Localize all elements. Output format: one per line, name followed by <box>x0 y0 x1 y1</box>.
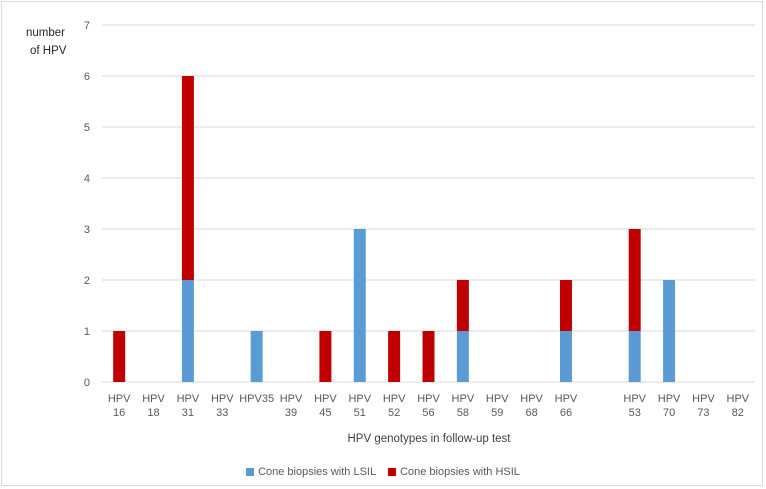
bar-lsil-2 <box>181 280 194 382</box>
bar-hsil-0 <box>113 331 126 382</box>
y-tick-label-5: 5 <box>84 122 90 134</box>
x-tick-label-0-1: 16 <box>113 407 125 419</box>
bar-hsil-8 <box>388 331 401 382</box>
x-tick-label-1-1: 18 <box>147 407 159 419</box>
x-tick-label-16-1: 70 <box>663 407 675 419</box>
x-tick-label-10-0: HPV <box>452 393 475 405</box>
x-tick-label-6-1: 45 <box>319 407 331 419</box>
legend-label-lsil: Cone biopsies with LSIL <box>258 466 377 478</box>
x-tick-label-18-0: HPV <box>727 393 750 405</box>
x-tick-label-11-0: HPV <box>486 393 509 405</box>
x-tick-label-3-1: 33 <box>216 407 228 419</box>
bar-lsil-7 <box>353 229 366 382</box>
bar-hsil-9 <box>422 331 435 382</box>
x-tick-label-9-1: 56 <box>422 407 434 419</box>
x-tick-label-13-1: 66 <box>560 407 572 419</box>
bar-hsil-6 <box>319 331 332 382</box>
bar-lsil-10 <box>456 331 469 382</box>
x-tick-label-17-1: 73 <box>697 407 709 419</box>
x-tick-label-18-1: 82 <box>732 407 744 419</box>
y-tick-label-1: 1 <box>84 326 90 338</box>
bar-hsil-15 <box>628 229 641 331</box>
y-tick-label-0: 0 <box>84 377 90 389</box>
chart-legend: Cone biopsies with LSIL Cone biopsies wi… <box>0 464 766 480</box>
bar-hsil-10 <box>456 280 469 331</box>
x-tick-label-2-1: 31 <box>182 407 194 419</box>
bar-hsil-2 <box>181 76 194 280</box>
x-tick-label-2-0: HPV <box>177 393 200 405</box>
x-axis-title: HPV genotypes in follow-up test <box>347 433 511 445</box>
x-tick-label-15-1: 53 <box>629 407 641 419</box>
y-axis-label-line-1: number <box>26 27 65 39</box>
legend-swatch-lsil <box>246 468 255 476</box>
x-tick-label-0-0: HPV <box>108 393 131 405</box>
x-tick-label-17-0: HPV <box>692 393 715 405</box>
x-tick-label-12-0: HPV <box>520 393 543 405</box>
y-tick-label-2: 2 <box>84 275 90 287</box>
x-tick-label-9-0: HPV <box>417 393 440 405</box>
x-tick-label-1-0: HPV <box>142 393 165 405</box>
x-tick-label-11-1: 59 <box>491 407 503 419</box>
x-tick-label-7-0: HPV <box>348 393 371 405</box>
y-tick-label-4: 4 <box>84 173 90 185</box>
x-tick-label-5-0: HPV <box>280 393 303 405</box>
legend-item-lsil: Cone biopsies with LSIL <box>246 466 376 478</box>
x-tick-label-15-0: HPV <box>623 393 646 405</box>
y-axis-label-line-2: of HPV <box>30 45 67 57</box>
legend-label-hsil: Cone biopsies with HSIL <box>400 466 520 478</box>
x-tick-label-12-1: 68 <box>525 407 537 419</box>
legend-swatch-hsil <box>388 468 397 476</box>
y-tick-label-6: 6 <box>84 71 90 83</box>
x-tick-label-8-1: 52 <box>388 407 400 419</box>
bar-lsil-16 <box>663 280 676 382</box>
y-tick-label-7: 7 <box>84 20 90 32</box>
x-tick-label-4-0: HPV35 <box>239 393 274 405</box>
x-tick-label-6-0: HPV <box>314 393 337 405</box>
bar-lsil-15 <box>628 331 641 382</box>
y-tick-label-3: 3 <box>84 224 90 236</box>
bar-lsil-13 <box>559 331 572 382</box>
x-tick-label-16-0: HPV <box>658 393 681 405</box>
x-tick-label-10-1: 58 <box>457 407 469 419</box>
bar-hsil-13 <box>559 280 572 331</box>
x-tick-label-5-1: 39 <box>285 407 297 419</box>
x-tick-label-8-0: HPV <box>383 393 406 405</box>
bar-lsil-4 <box>250 331 263 382</box>
x-tick-label-13-0: HPV <box>555 393 578 405</box>
x-tick-label-3-0: HPV <box>211 393 234 405</box>
legend-item-hsil: Cone biopsies with HSIL <box>388 466 520 478</box>
x-tick-label-7-1: 51 <box>354 407 366 419</box>
